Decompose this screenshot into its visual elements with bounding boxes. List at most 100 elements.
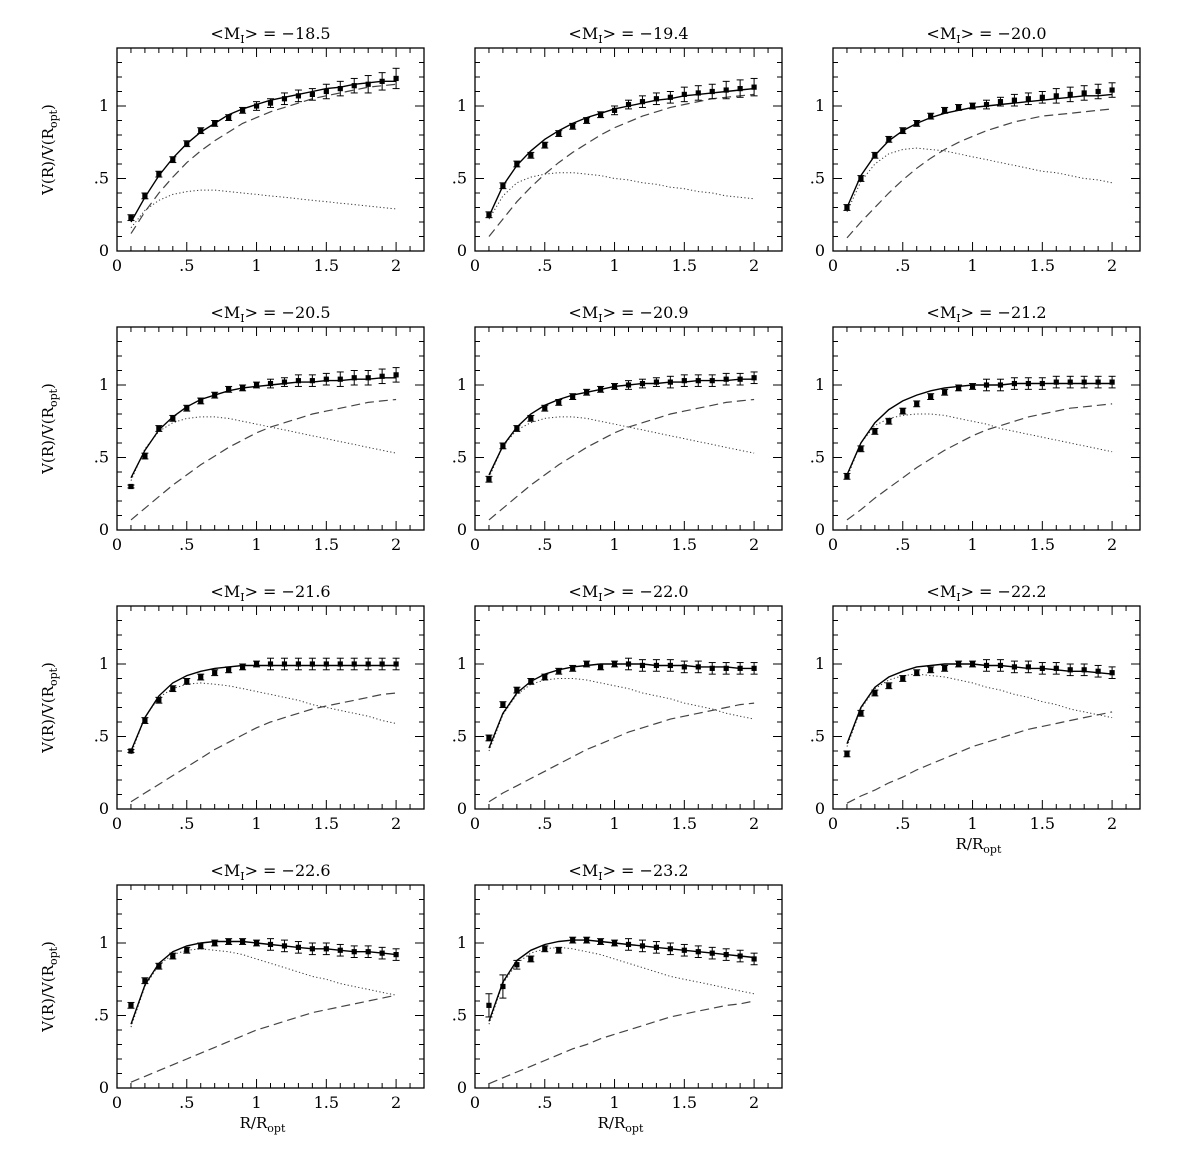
y-tick-label: 0 (815, 799, 825, 818)
data-point (1011, 664, 1018, 670)
data-point (170, 953, 176, 959)
y-tick-label: .5 (452, 169, 467, 188)
data-point (723, 376, 729, 382)
data-point (858, 446, 864, 452)
data-point (695, 949, 701, 955)
data-point (844, 204, 850, 211)
data-point (955, 661, 962, 667)
data-point (900, 128, 906, 134)
x-tick-label: 1 (967, 535, 977, 554)
data-point (212, 392, 218, 398)
panel-title: <MI> = −21.6 (210, 582, 330, 604)
data-point (723, 87, 729, 93)
data-point (267, 661, 274, 667)
subscript: I (598, 33, 602, 46)
data-point (393, 661, 399, 667)
plot-frame (116, 605, 425, 810)
y-tick-label: 1 (99, 654, 109, 673)
data-point (709, 88, 715, 95)
data-point (872, 690, 878, 696)
data-point (1095, 379, 1101, 385)
text-part: <M (926, 303, 956, 322)
data-point (858, 710, 864, 716)
x-tick-label: 1 (609, 535, 619, 554)
data-point (542, 674, 548, 680)
panel-title: <MI> = −21.2 (926, 303, 1046, 325)
data-point (844, 751, 850, 757)
data-point (514, 161, 520, 167)
data-point (681, 947, 687, 953)
data-point (365, 949, 371, 955)
data-point (1053, 379, 1059, 385)
text-part: ) (39, 941, 57, 947)
y-tick-label: .5 (452, 1006, 467, 1025)
y-tick-label: 1 (457, 96, 467, 115)
x-tick-label: 2 (749, 535, 759, 554)
data-point (226, 115, 232, 121)
x-axis-label: R/Ropt (240, 1114, 286, 1135)
data-point (379, 373, 385, 379)
data-point (695, 664, 701, 670)
subscript: I (240, 312, 244, 325)
data-point (1039, 94, 1045, 100)
halo-curve (846, 108, 1113, 239)
data-point (528, 678, 534, 684)
data-point (1095, 668, 1101, 674)
x-tick-label: 0 (828, 814, 838, 833)
data-point (239, 938, 246, 945)
data-point (942, 665, 948, 671)
data-point (323, 376, 329, 382)
y-tick-label: 1 (99, 375, 109, 394)
panel-title: <MI> = −19.4 (568, 24, 688, 46)
data-point (486, 212, 492, 218)
data-point (198, 943, 204, 949)
data-point (309, 378, 315, 384)
panel-8: 0 .5 1 1.5 2 0 .5 1 <MI> = −22.0 (452, 582, 783, 833)
panel-title: <MI> = −23.2 (568, 861, 688, 883)
x-tick-label: 2 (391, 535, 401, 554)
x-tick-label: 1 (251, 814, 261, 833)
x-tick-label: 2 (749, 1093, 759, 1112)
text-part: > = −20.9 (603, 303, 689, 322)
x-tick-label: .5 (537, 256, 552, 275)
subscript: I (240, 870, 244, 883)
x-tick-label: 0 (112, 1093, 122, 1112)
y-tick-label: 0 (99, 1078, 109, 1097)
x-tick-label: 1.5 (672, 814, 697, 833)
disk-curve (130, 189, 397, 229)
data-point (156, 425, 162, 432)
data-point (542, 946, 548, 952)
data-point (128, 483, 134, 490)
data-point (969, 661, 976, 667)
panel-7: 0 .5 1 1.5 2 0 .5 1 <MI> = −21.6 V(R)/V(Ropt) (39, 582, 425, 833)
text-part: ) (39, 104, 57, 110)
data-point (184, 947, 190, 953)
data-point (1053, 93, 1059, 99)
x-tick-label: 1.5 (314, 256, 339, 275)
data-point (570, 123, 576, 129)
data-point (1081, 90, 1087, 96)
y-tick-label: 1 (457, 654, 467, 673)
halo-curve (130, 994, 397, 1083)
x-tick-label: 2 (1107, 256, 1117, 275)
x-tick-label: .5 (895, 535, 910, 554)
x-tick-label: .5 (179, 256, 194, 275)
x-tick-label: 2 (391, 256, 401, 275)
data-point (653, 662, 660, 669)
subscript: opt (625, 1122, 644, 1135)
data-point (969, 383, 976, 390)
text-part: <M (568, 861, 598, 880)
data-point (969, 103, 976, 109)
data-point (528, 956, 534, 962)
plot-frame (832, 605, 1141, 810)
subscript: opt (47, 946, 60, 965)
data-point (751, 665, 757, 671)
data-point (281, 379, 288, 385)
x-tick-label: 0 (828, 535, 838, 554)
y-axis-label: V(R)/V(Ropt) (39, 941, 60, 1033)
data-point (723, 952, 729, 958)
data-point (625, 382, 632, 388)
x-tick-label: .5 (895, 814, 910, 833)
plot-frame (832, 326, 1141, 531)
text-part: > = −22.2 (961, 582, 1047, 601)
